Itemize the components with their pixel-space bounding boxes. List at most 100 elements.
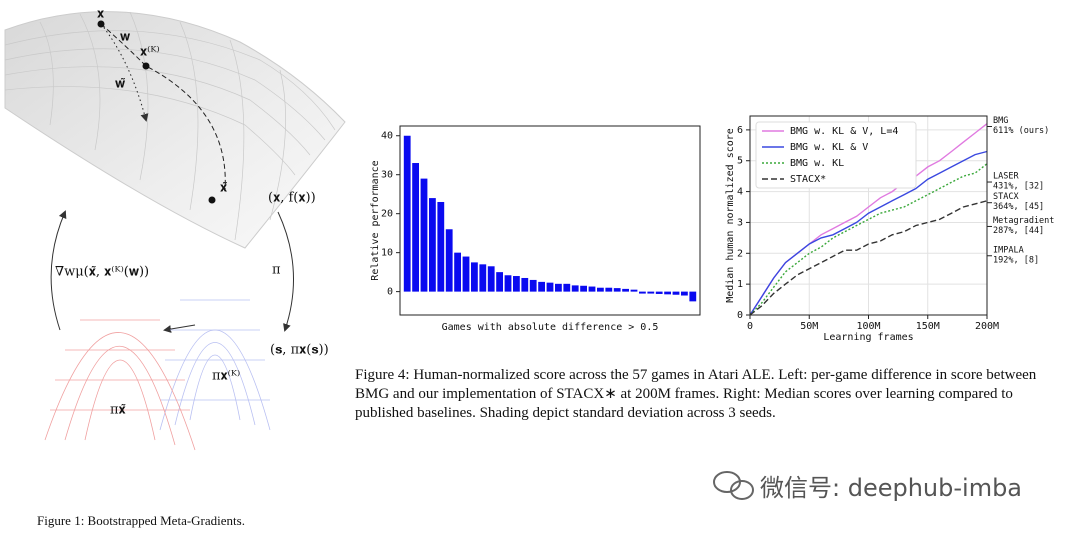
bar [672,291,680,295]
bar [445,229,453,292]
bar [504,275,512,292]
bar [437,201,445,292]
watermark: 微信号: deephub-imba [760,474,1023,502]
legend-label: BMG w. KL [790,158,844,169]
label-pi: π [272,263,281,278]
y-tick-label: 30 [381,170,393,181]
plot-frame [399,125,701,316]
bar [588,286,596,292]
y-tick-label: 1 [737,279,743,290]
annotation-text: 611% (ours) [993,126,1049,136]
y-tick-label: 5 [737,156,743,167]
bar [529,279,537,292]
bar [571,285,579,292]
y-tick-label: 0 [387,287,393,298]
y-axis-label: Relative performance [370,160,381,280]
label-w: 𝐰 [120,30,131,45]
arrow-mid [163,324,196,333]
bar [622,288,629,292]
plot-frame [749,115,988,316]
point-xk [142,62,150,70]
label-pi-x-tilde: π𝐱̃ [110,403,126,418]
y-tick-label: 6 [737,125,743,136]
bar [664,291,671,295]
arrow-right [277,211,295,332]
bar [605,287,613,292]
bar [689,291,697,302]
bar [513,276,520,292]
bar [487,266,495,292]
x-tick-label: 50M [800,321,818,332]
label-w-tilde: 𝐰̃ [115,77,126,92]
bar [580,285,587,292]
annotation-text: LASER [993,172,1019,182]
annotation-text: 287%, [44] [993,226,1044,236]
legend-label: BMG w. KL & V, L=4 [790,126,898,137]
y-tick-label: 40 [381,131,393,142]
label-grad: ∇wμ(𝐱̃, 𝐱⁽ᴷ⁾(𝐰)) [55,265,149,280]
bar [420,178,428,292]
y-tick-label: 2 [737,248,743,259]
annotation-text: 431%, [32] [993,182,1044,192]
bar [639,291,646,294]
bar [555,283,562,292]
surface-grid [4,11,336,241]
y-tick-label: 10 [381,248,393,259]
legend-label: STACX* [790,174,826,185]
x-axis-label: Learning frames [823,332,913,343]
red-bell [44,319,196,451]
k-step-path [100,23,226,191]
series-line [749,200,988,316]
legend-label: BMG w. KL & V [790,142,868,153]
bar [597,287,604,292]
label-x: 𝐱 [97,7,104,22]
loss-surface [4,11,346,249]
y-tick-label: 3 [737,217,743,228]
bar [521,277,529,292]
bar [429,198,436,292]
annotation-text: 192%, [8] [993,255,1039,265]
y-tick-label: 20 [381,209,393,220]
x-tick-label: 150M [916,321,940,332]
point-x-tilde [208,196,216,204]
bar [412,163,419,292]
series-line [749,150,988,316]
point-x [97,20,105,28]
bar [538,281,545,292]
x-tick-label: 0 [747,321,753,332]
annotation-text: 364%, [45] [993,202,1044,212]
annotation-text: IMPALA [993,245,1024,255]
annotation-text: Metagradient [993,216,1054,226]
annotation-text: STACX [993,192,1019,202]
watermark-icon [713,471,754,500]
annotation-text: BMG [993,116,1008,126]
figure4-caption: Figure 4: Human-normalized score across … [355,367,1037,421]
bar [647,291,655,294]
figure1-caption: Figure 1: Bootstrapped Meta-Gradients. [37,513,245,528]
bar [630,289,638,292]
y-tick-label: 4 [737,187,743,198]
bar [655,291,663,294]
w-tilde-path [100,23,149,122]
arrow-left [50,210,67,331]
y-axis-label: Median human normalized score [725,128,736,303]
label-x-fx: (𝐱, f(𝐱)) [268,191,316,206]
figure1-diagram: 𝐱 𝐰 𝐱⁽ᴷ⁾ 𝐰̃ 𝐱̃ (𝐱, f(𝐱)) π (𝐬, π𝐱(𝐬)) ∇w… [4,7,346,451]
bar [403,135,411,292]
bar [546,282,554,292]
x-tick-label: 200M [975,321,999,332]
x-tick-label: 100M [856,321,880,332]
bar [613,288,621,292]
bar [462,256,470,292]
bar [479,264,487,292]
bar [454,252,461,292]
label-xk: 𝐱⁽ᴷ⁾ [140,45,160,60]
y-tick-label: 0 [737,310,743,321]
x-axis-label: Games with absolute difference > 0.5 [442,322,659,333]
series-line [749,163,988,316]
bar [563,283,571,292]
bar [681,291,688,296]
